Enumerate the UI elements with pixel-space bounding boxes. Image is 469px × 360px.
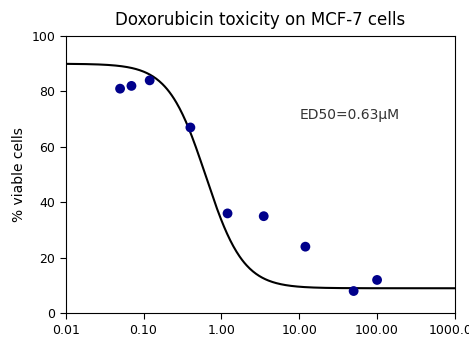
Point (224, 211, 231, 216)
Title: Doxorubicin toxicity on MCF-7 cells: Doxorubicin toxicity on MCF-7 cells (115, 11, 405, 29)
Point (350, 288, 357, 294)
Point (187, 125, 194, 130)
Point (146, 77, 153, 83)
Point (260, 213, 267, 219)
Point (373, 277, 381, 283)
Point (128, 83, 135, 89)
Point (116, 86, 124, 91)
Y-axis label: % viable cells: % viable cells (12, 127, 26, 222)
Text: ED50=0.63μM: ED50=0.63μM (299, 108, 399, 122)
Point (302, 244, 309, 249)
